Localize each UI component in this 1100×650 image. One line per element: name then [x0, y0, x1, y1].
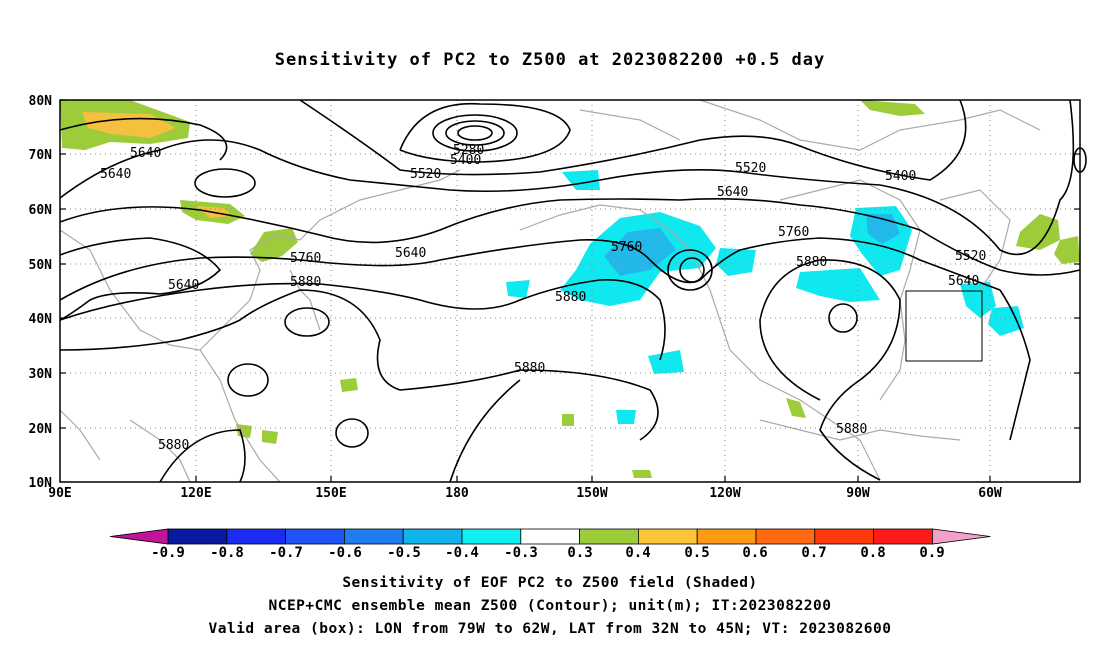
contour-label: 5760 [778, 225, 809, 240]
lat-label: 20N [29, 422, 53, 437]
colorbar-high-arrow [932, 528, 991, 545]
positive-patch [250, 228, 298, 262]
footer-line-3: Valid area (box): LON from 79W to 62W, L… [208, 621, 892, 637]
contour-label: 5640 [717, 185, 748, 200]
contour-label: 5640 [100, 167, 131, 182]
negative-patch [988, 306, 1024, 336]
colorbar-segment [461, 528, 522, 545]
colorbar-segment [226, 528, 287, 545]
lon-label: 180 [445, 486, 469, 501]
lat-label: 40N [29, 312, 53, 327]
negative-patch [506, 280, 530, 298]
colorbar-label: -0.3 [504, 545, 538, 561]
positive-patch [1016, 214, 1060, 250]
colorbar-label: -0.8 [210, 545, 244, 561]
positive-patch [340, 378, 358, 392]
contour-label: 5400 [885, 169, 916, 184]
negative-patch [648, 350, 684, 374]
footer-line-2: NCEP+CMC ensemble mean Z500 (Contour); u… [268, 598, 832, 614]
colorbar-label: -0.4 [445, 545, 479, 561]
positive-patch [1054, 236, 1080, 264]
positive-patch [262, 430, 278, 444]
colorbar-segment [814, 528, 874, 545]
contour-label: 5280 [453, 143, 484, 158]
contour-label: 5760 [611, 240, 642, 255]
contour-label: 5640 [168, 278, 199, 293]
colorbar-segment [579, 528, 639, 545]
lat-label: 80N [29, 94, 53, 109]
colorbar-segment [167, 528, 228, 545]
axis-ticks [60, 99, 1080, 482]
lat-label: 70N [29, 148, 53, 163]
lon-label: 90E [48, 486, 71, 501]
contour-label: 5880 [555, 290, 586, 305]
z500-contours [59, 99, 1087, 483]
lon-label: 120E [180, 486, 211, 501]
valid-area-box [905, 290, 983, 362]
negative-patch [562, 170, 600, 190]
colorbar-label: 0.4 [625, 545, 650, 561]
lon-label: 60W [978, 486, 1002, 501]
colorbar-label: -0.9 [151, 545, 185, 561]
positive-patch [632, 470, 652, 478]
colorbar-segment [402, 528, 463, 545]
colorbar-segment [638, 528, 698, 545]
colorbar-label: 0.6 [742, 545, 767, 561]
colorbar-segment [755, 528, 816, 545]
contour-label: 5880 [514, 361, 545, 376]
negative-patch [796, 268, 880, 302]
contour-labels: 5280 5400 5400 5520 5520 5520 5640 5640 … [100, 143, 986, 453]
colorbar-label: 0.9 [919, 545, 944, 561]
positive-patch [562, 414, 574, 426]
lat-label: 30N [29, 367, 53, 382]
colorbar-label: 0.3 [567, 545, 592, 561]
lat-label: 50N [29, 258, 53, 273]
contour-label: 5520 [955, 249, 986, 264]
positive-patch [860, 100, 925, 116]
colorbar-label: 0.7 [801, 545, 826, 561]
colorbar-segment [285, 528, 345, 545]
colorbar-label: -0.6 [328, 545, 362, 561]
coastlines [59, 99, 1041, 483]
lon-label: 150W [576, 486, 607, 501]
contour-label: 5880 [836, 422, 867, 437]
contour-label: 5760 [290, 251, 321, 266]
lon-label: 90W [846, 486, 870, 501]
plot-frame [59, 99, 1081, 483]
colorbar-segment [343, 528, 404, 545]
colorbar [109, 528, 991, 545]
colorbar-label: 0.8 [860, 545, 885, 561]
contour-label: 5640 [395, 246, 426, 261]
colorbar-segment [873, 528, 933, 545]
colorbar-segment [696, 528, 757, 545]
contour-label: 5400 [450, 153, 481, 168]
colorbar-segment [520, 528, 580, 545]
lat-label: 10N [29, 476, 53, 491]
contour-label: 5640 [948, 274, 979, 289]
contour-label: 5880 [158, 438, 189, 453]
positive-patch [786, 398, 806, 418]
contour-label: 5520 [735, 161, 766, 176]
contour-label: 5880 [796, 255, 827, 270]
map-title: Sensitivity of PC2 to Z500 at 2023082200… [274, 50, 826, 70]
negative-patch [616, 410, 636, 424]
footer-line-1: Sensitivity of EOF PC2 to Z500 field (Sh… [342, 575, 758, 591]
contour-label: 5520 [410, 167, 441, 182]
longitude-labels: 90E 120E 150E 180 150W 120W 90W 60W [48, 486, 1002, 501]
colorbar-low-arrow [109, 528, 169, 545]
lon-label: 150E [315, 486, 346, 501]
lat-label: 60N [29, 203, 53, 218]
negative-patch [716, 248, 756, 276]
lon-label: 120W [709, 486, 740, 501]
contour-label: 5640 [130, 146, 161, 161]
contour-label: 5880 [290, 275, 321, 290]
colorbar-label: -0.5 [387, 545, 421, 561]
colorbar-label: -0.7 [269, 545, 303, 561]
latitude-labels: 80N 70N 60N 50N 40N 30N 20N 10N [29, 94, 53, 491]
colorbar-labels: -0.9 -0.8 -0.7 -0.6 -0.5 -0.4 -0.3 0.3 0… [151, 545, 945, 561]
colorbar-label: 0.5 [684, 545, 709, 561]
